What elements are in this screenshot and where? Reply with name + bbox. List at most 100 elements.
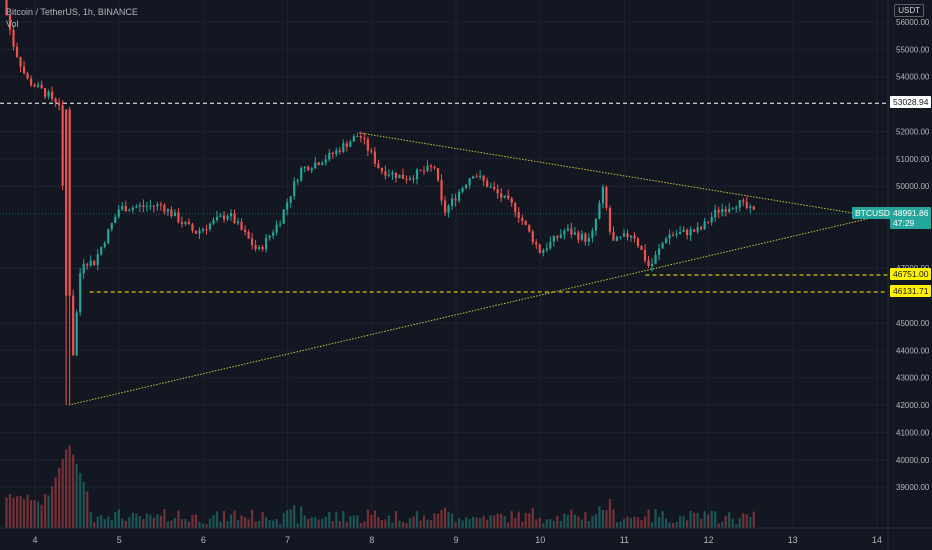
volume-bar xyxy=(251,509,254,528)
candle-body xyxy=(65,109,68,296)
volume-bar xyxy=(672,523,675,528)
volume-bar xyxy=(524,512,527,528)
volume-bar xyxy=(556,516,559,528)
price-level-tag[interactable]: 46131.71 xyxy=(890,284,932,297)
volume-bar xyxy=(489,515,492,528)
volume-bar xyxy=(693,512,696,528)
price-level-tag[interactable]: 53028.94 xyxy=(890,96,932,109)
volume-bar xyxy=(107,516,110,528)
volume-bar xyxy=(29,499,33,528)
volume-bar xyxy=(493,515,496,528)
candle-body xyxy=(15,46,19,57)
level-layer xyxy=(0,102,888,293)
volume-bar xyxy=(408,518,412,528)
candle-body xyxy=(8,15,12,30)
candle-body xyxy=(265,237,268,250)
time-tick-label: 10 xyxy=(535,535,545,545)
candle-countdown: 47:29 xyxy=(893,217,915,228)
volume-bar xyxy=(22,499,26,528)
volume-bar xyxy=(240,515,243,528)
candle-body xyxy=(742,200,745,202)
volume-bar xyxy=(682,516,685,528)
volume-bar xyxy=(436,513,440,528)
candle-body xyxy=(212,220,215,224)
time-tick-label: 9 xyxy=(453,535,458,545)
candle-body xyxy=(689,229,692,236)
symbol-tag[interactable]: BTCUSDT xyxy=(852,206,899,219)
volume-bar xyxy=(717,523,720,528)
volume-bar xyxy=(514,517,517,528)
candle-body xyxy=(700,227,703,230)
candle-body xyxy=(254,245,257,249)
volume-bar xyxy=(482,515,485,528)
volume-bar xyxy=(156,514,159,528)
candle-body xyxy=(166,209,169,212)
candle-body xyxy=(608,207,612,232)
volume-bar xyxy=(180,519,184,528)
volume-bar xyxy=(419,520,422,528)
candle-body xyxy=(324,159,327,163)
candle-body xyxy=(307,166,310,171)
candle-body xyxy=(443,200,447,213)
candle-body xyxy=(310,168,313,171)
candle-body xyxy=(398,174,401,179)
candle-body xyxy=(401,174,405,179)
candle-body xyxy=(584,233,587,242)
candle-body xyxy=(272,232,275,236)
volume-label[interactable]: Vol xyxy=(6,19,19,29)
candle-body xyxy=(626,233,629,238)
candle-body xyxy=(142,205,145,207)
volume-bar xyxy=(233,510,236,528)
volume-bar xyxy=(366,509,369,528)
time-tick-label: 4 xyxy=(32,535,37,545)
volume-bar xyxy=(40,504,43,528)
volume-bar xyxy=(591,515,594,528)
candle-body xyxy=(89,260,92,266)
volume-bar xyxy=(742,513,745,528)
volume-bar xyxy=(749,516,752,528)
candle-body xyxy=(82,263,85,274)
candle-body xyxy=(605,186,608,208)
volume-bar xyxy=(640,519,643,528)
volume-bar xyxy=(664,518,668,528)
volume-bar xyxy=(373,510,376,528)
volume-bar xyxy=(236,520,240,528)
candle-body xyxy=(131,207,134,211)
candle-body xyxy=(524,220,527,225)
volume-bar xyxy=(468,518,471,528)
volume-bar xyxy=(496,513,499,528)
candle-body xyxy=(486,180,489,188)
volume-bar xyxy=(191,514,194,528)
candle-body xyxy=(159,204,162,206)
candle-body xyxy=(335,150,338,155)
volume-bar xyxy=(587,520,590,528)
volume-bar xyxy=(177,510,180,528)
candle-body xyxy=(472,176,475,179)
currency-badge[interactable]: USDT xyxy=(894,4,924,17)
volume-bar xyxy=(75,463,78,528)
current-price-tag[interactable]: 48991.86 47:29 xyxy=(890,206,932,229)
volume-bar xyxy=(703,511,706,528)
candle-body xyxy=(475,176,478,178)
candle-body xyxy=(289,196,292,203)
candle-body xyxy=(510,198,513,203)
volume-bar xyxy=(738,518,741,528)
trendline-layer[interactable] xyxy=(68,132,873,406)
volume-bar xyxy=(289,509,292,528)
symbol-title[interactable]: Bitcoin / TetherUS, 1h, BINANCE xyxy=(6,7,138,17)
volume-bar xyxy=(100,514,103,528)
time-tick-label: 13 xyxy=(788,535,798,545)
candle-body xyxy=(521,217,524,221)
candle-layer xyxy=(5,0,755,406)
price-level-tag[interactable]: 46751.00 xyxy=(890,268,932,281)
candle-body xyxy=(394,172,398,179)
candle-body xyxy=(226,216,229,220)
volume-bar xyxy=(247,519,250,528)
candle-body xyxy=(682,229,685,232)
candle-body xyxy=(384,171,387,176)
candle-body xyxy=(356,136,359,138)
volume-bar xyxy=(700,518,703,528)
volume-bar xyxy=(443,507,447,528)
candle-body xyxy=(577,232,580,240)
